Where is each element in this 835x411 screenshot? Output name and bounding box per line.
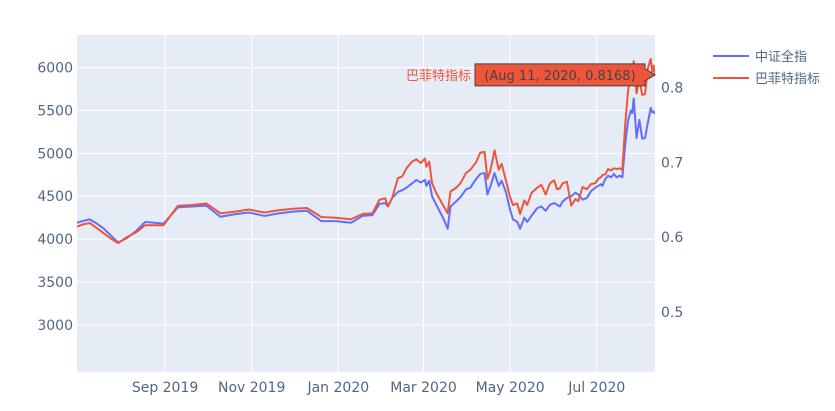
hover-series-name: 巴菲特指标 (406, 69, 471, 84)
x-tick-label: Jul 2020 (567, 380, 625, 396)
y-left-tick-label: 5500 (37, 103, 73, 119)
y-left-tick-label: 4000 (37, 232, 73, 248)
x-tick-label: May 2020 (476, 380, 545, 396)
y-left-tick-label: 3500 (37, 275, 73, 291)
legend-item-1[interactable]: 中证全指 (713, 49, 807, 65)
x-tick-label: Nov 2019 (218, 380, 285, 396)
legend-label: 中证全指 (755, 49, 807, 65)
y-right-tick-label: 0.8 (661, 80, 683, 96)
series-line-1 (77, 97, 655, 244)
x-tick-label: Jan 2020 (306, 380, 369, 396)
y-left-tick-label: 6000 (37, 61, 73, 77)
legend-label: 巴菲特指标 (755, 72, 820, 87)
legend-item-2[interactable]: 巴菲特指标 (713, 72, 820, 87)
y-left-tick-label: 5000 (37, 146, 73, 162)
x-tick-label: Mar 2020 (390, 380, 457, 396)
y-right-tick-label: 0.7 (661, 155, 683, 171)
hover-value-label: (Aug 11, 2020, 0.8168) (484, 69, 635, 84)
series-line-2 (77, 57, 655, 245)
plot-background (77, 35, 655, 372)
y-left-tick-label: 3000 (37, 318, 73, 334)
hover-tooltip: (Aug 11, 2020, 0.8168) 巴菲特指标 (406, 63, 656, 87)
hover-box (474, 63, 656, 87)
x-tick-label: Sep 2019 (132, 380, 198, 396)
y-right-tick-label: 0.5 (661, 305, 683, 321)
y-left-tick-label: 4500 (37, 189, 73, 205)
y-right-tick-label: 0.6 (661, 230, 683, 246)
